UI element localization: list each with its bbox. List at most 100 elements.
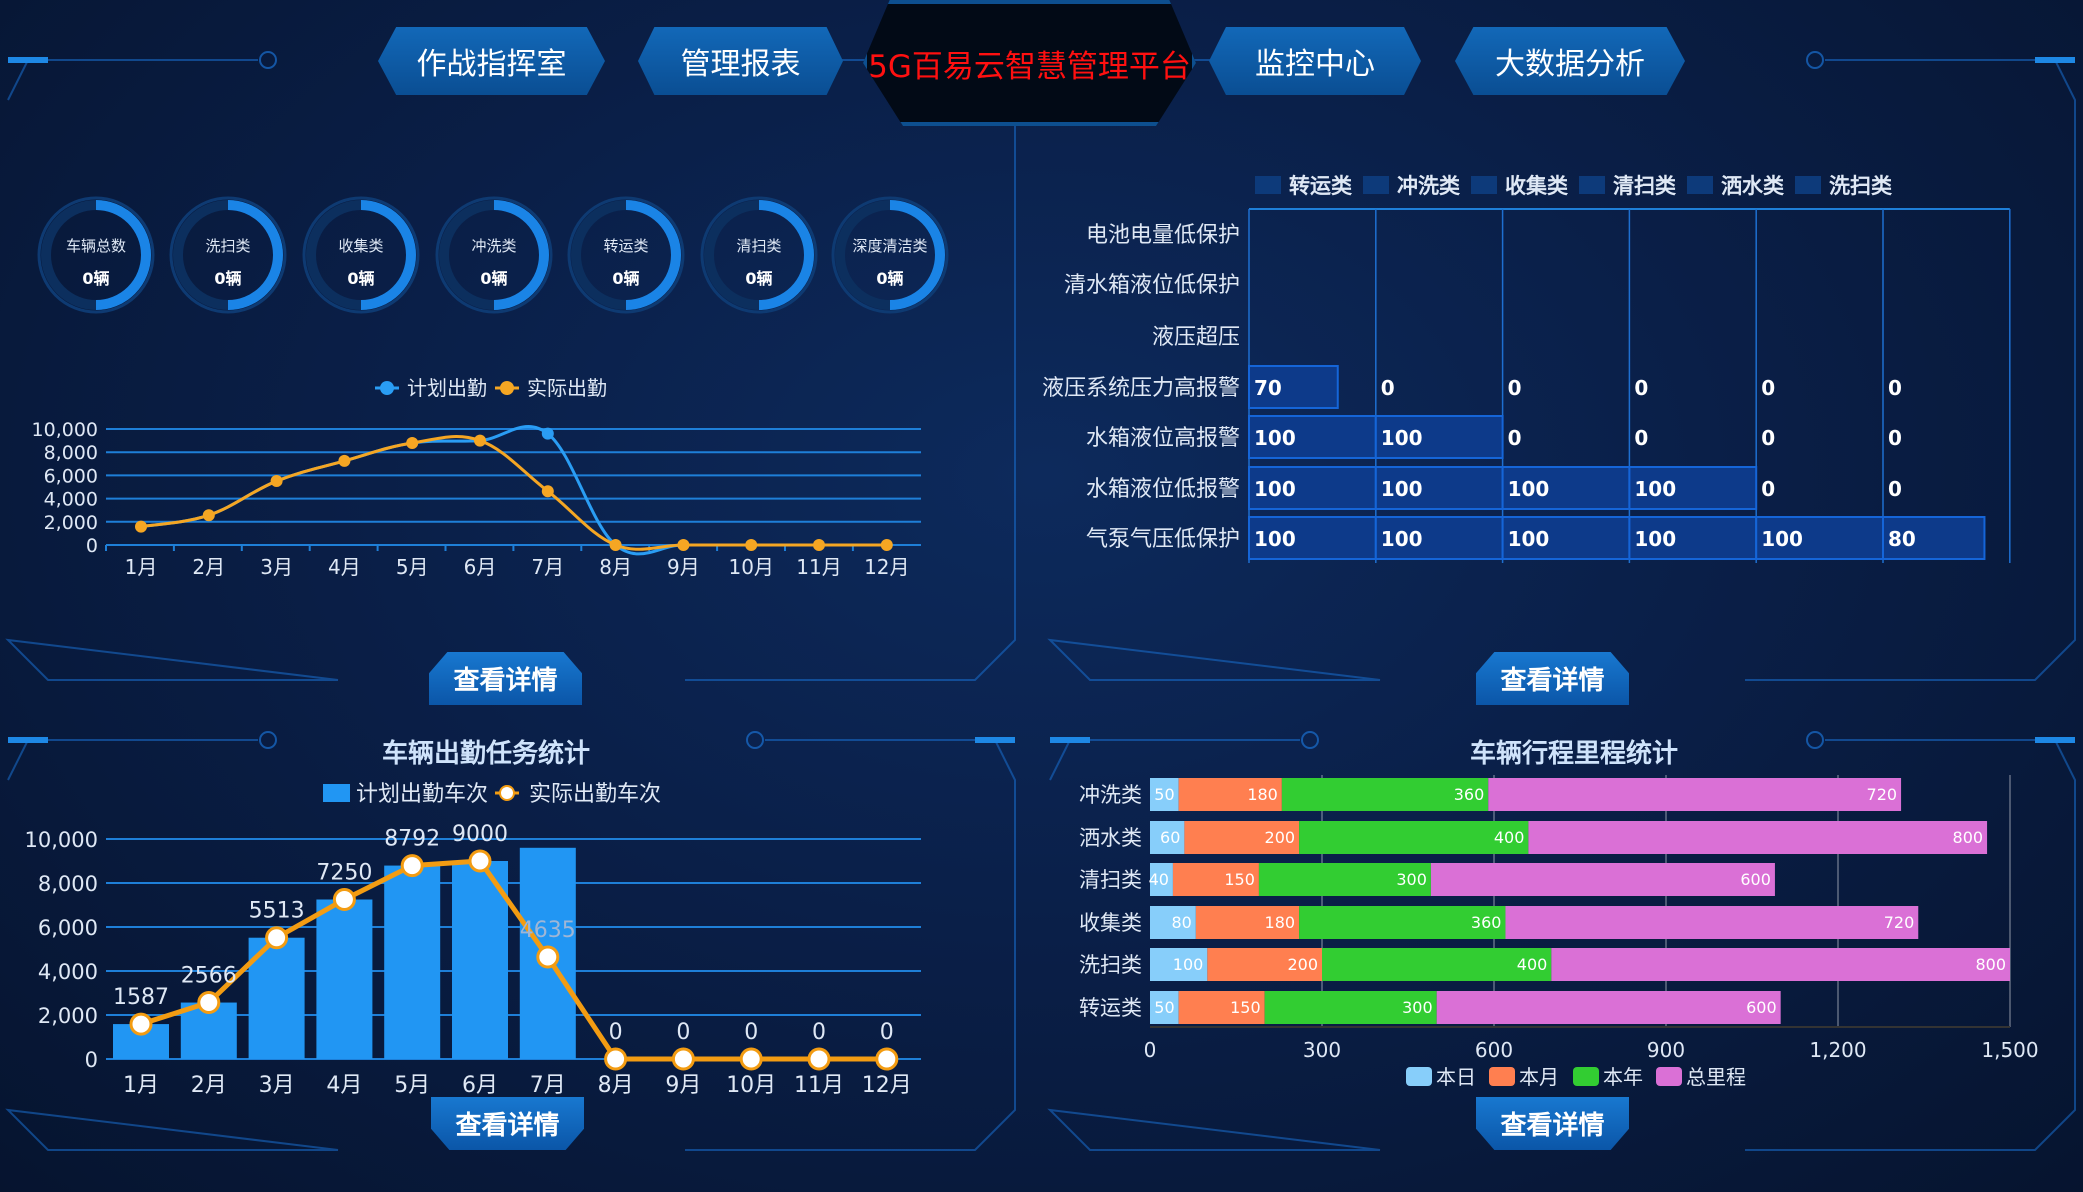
legend-label: 实际出勤 xyxy=(527,376,607,400)
alarm-bar xyxy=(1882,516,1986,560)
page-title: 5G百易云智慧管理平台 xyxy=(863,0,1196,126)
data-label: 0 xyxy=(812,1020,826,1045)
data-label: 5513 xyxy=(249,899,305,924)
alarm-bar xyxy=(1248,516,1377,560)
nav-combat-command[interactable]: 作战指挥室 xyxy=(378,27,605,95)
x-tick-label: 600 xyxy=(1475,1038,1513,1062)
gauge-label: 冲洗类 xyxy=(471,237,517,255)
frame-node xyxy=(1301,731,1319,749)
nav-big-data-analysis[interactable]: 大数据分析 xyxy=(1455,27,1685,95)
y-tick-label: 0 xyxy=(86,535,98,557)
row-label: 冲洗类 xyxy=(1079,783,1142,807)
x-tick-label: 2月 xyxy=(192,555,225,579)
y-tick-label: 10,000 xyxy=(25,828,98,852)
alarm-value: 0 xyxy=(1761,477,1775,501)
data-point xyxy=(270,475,283,488)
view-details-button-alarms[interactable]: 查看详情 xyxy=(1476,652,1629,705)
view-details-button-attendance-tasks[interactable]: 查看详情 xyxy=(431,1097,584,1150)
mileage-segment xyxy=(1150,863,1173,896)
y-tick-label: 10,000 xyxy=(32,419,98,441)
segment-label: 360 xyxy=(1471,913,1502,932)
data-point xyxy=(541,485,554,498)
frame-accent xyxy=(8,737,48,743)
segment-label: 180 xyxy=(1265,913,1296,932)
x-tick-label: 11月 xyxy=(794,1073,844,1098)
row-label: 水箱液位低报警 xyxy=(1086,477,1240,502)
legend-label: 本年 xyxy=(1603,1065,1643,1089)
data-point xyxy=(202,509,215,522)
legend-swatch xyxy=(323,784,350,802)
data-point xyxy=(406,437,419,450)
alarm-value: 0 xyxy=(1888,426,1902,450)
data-point xyxy=(135,520,147,533)
mileage-segment xyxy=(1528,821,1988,854)
alarm-value: 100 xyxy=(1254,426,1296,450)
legend-label: 计划出勤 xyxy=(407,376,487,400)
segment-label: 40 xyxy=(1149,870,1169,889)
frame-node xyxy=(259,731,277,749)
segment-label: 100 xyxy=(1173,955,1204,974)
gauge: 深度清洁类 0辆 xyxy=(830,195,950,315)
segment-label: 150 xyxy=(1230,998,1261,1017)
x-tick-label: 9月 xyxy=(665,1073,701,1098)
view-details-button-attendance-trend[interactable]: 查看详情 xyxy=(429,652,582,705)
alarm-bar xyxy=(1628,466,1758,510)
data-point xyxy=(129,1012,153,1036)
legend-label: 冲洗类 xyxy=(1397,174,1461,198)
alarm-value: 0 xyxy=(1381,376,1395,400)
gauge: 收集类 0辆 xyxy=(301,195,421,315)
x-tick-label: 5月 xyxy=(394,1073,430,1098)
gauge-outer-ring xyxy=(302,196,420,314)
gauge-arc xyxy=(493,200,549,310)
view-details-button-mileage[interactable]: 查看详情 xyxy=(1476,1097,1629,1150)
row-label: 洗扫类 xyxy=(1079,953,1142,977)
alarm-value: 100 xyxy=(1761,527,1803,551)
data-label: 4635 xyxy=(520,918,576,943)
gauge: 转运类 0辆 xyxy=(566,195,686,315)
legend-swatch xyxy=(1489,1067,1515,1086)
data-label: 9000 xyxy=(452,822,508,847)
mileage-segment xyxy=(1150,778,1179,811)
segment-label: 50 xyxy=(1154,785,1174,804)
gauge: 车辆总数 0辆 xyxy=(36,195,156,315)
legend-label: 实际出勤车次 xyxy=(529,782,661,807)
mileage-segment xyxy=(1195,906,1300,939)
mileage-segment xyxy=(1150,821,1185,854)
data-point xyxy=(474,434,486,447)
data-point xyxy=(807,1047,831,1071)
mileage-segment xyxy=(1150,991,1179,1024)
gauge-outer-ring xyxy=(435,196,553,314)
x-tick-label: 12月 xyxy=(864,555,909,579)
segment-label: 720 xyxy=(1867,785,1898,804)
data-point xyxy=(813,539,825,551)
mileage-segment xyxy=(1150,948,1208,981)
alarm-bar xyxy=(1374,516,1504,560)
nav-monitoring-center[interactable]: 监控中心 xyxy=(1209,27,1421,95)
segment-label: 720 xyxy=(1884,913,1915,932)
data-label: 0 xyxy=(609,1020,623,1045)
bar xyxy=(452,861,508,1059)
gauge-label: 车辆总数 xyxy=(65,237,126,255)
alarm-value: 100 xyxy=(1381,477,1423,501)
alarm-value: 0 xyxy=(1634,376,1648,400)
x-tick-label: 2月 xyxy=(191,1073,227,1098)
segment-label: 200 xyxy=(1287,955,1318,974)
x-tick-label: 10月 xyxy=(728,555,773,579)
mileage-segment xyxy=(1322,948,1552,981)
data-label: 1587 xyxy=(113,985,169,1010)
gauge-outer-ring xyxy=(831,196,949,314)
series-line-1 xyxy=(140,435,887,551)
x-tick-label: 8月 xyxy=(598,1073,634,1098)
row-label: 液压系统压力高报警 xyxy=(1042,376,1240,401)
gauge-value: 0辆 xyxy=(214,269,242,288)
nav-management-reports[interactable]: 管理报表 xyxy=(638,27,843,95)
mileage-segment xyxy=(1551,948,2010,981)
x-tick-label: 8月 xyxy=(599,555,632,579)
data-point xyxy=(604,1047,628,1071)
mileage-segment xyxy=(1436,991,1781,1024)
alarm-value: 100 xyxy=(1254,527,1296,551)
frame-node xyxy=(259,51,277,69)
x-tick-label: 3月 xyxy=(259,1073,295,1098)
frame-node xyxy=(1806,731,1824,749)
